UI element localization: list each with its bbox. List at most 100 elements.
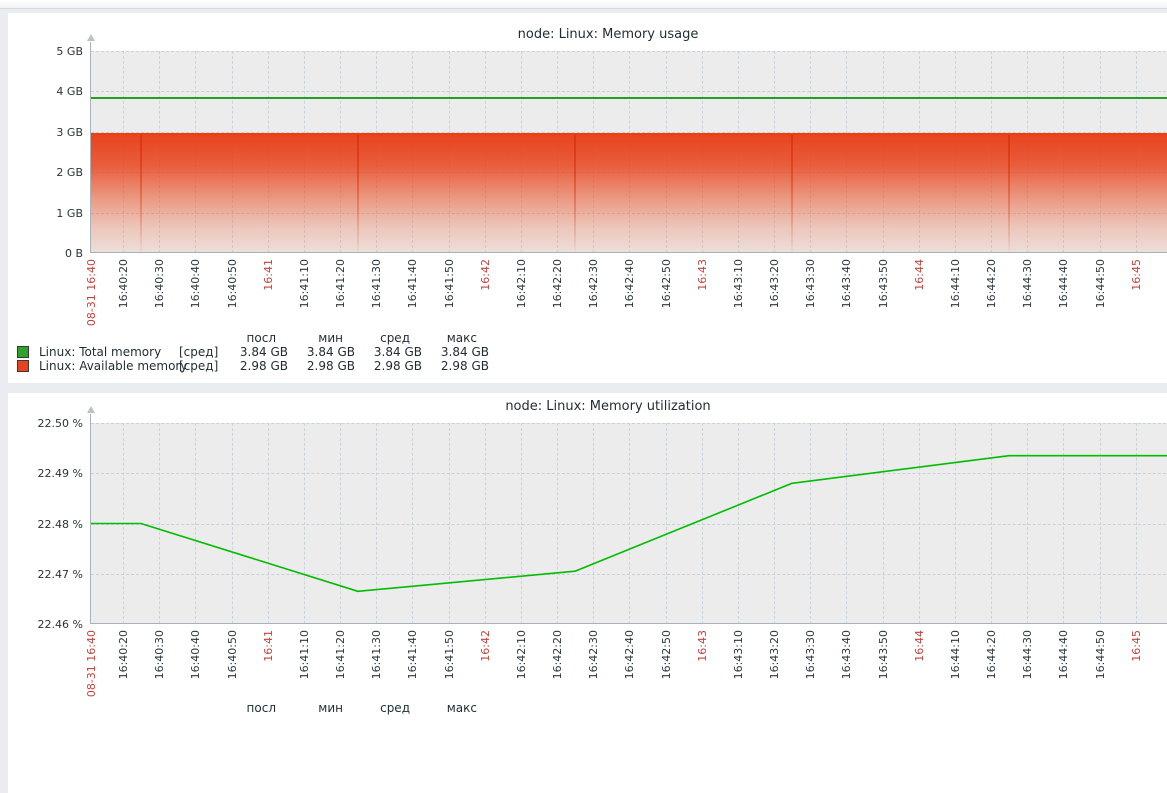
grid-line-vertical xyxy=(484,423,486,624)
legend-column-header: мин xyxy=(318,701,343,715)
grid-line-vertical xyxy=(701,423,703,624)
legend-column-header: сред xyxy=(380,701,410,715)
x-axis-tick-label: 16:44 xyxy=(912,630,926,662)
x-axis-tick-label: 16:44:50 xyxy=(1093,259,1107,309)
legend-series-value: 3.84 GB xyxy=(440,345,489,359)
legend-header-row: посл мин сред макс xyxy=(17,701,489,715)
grid-line-horizontal xyxy=(91,473,1167,475)
grid-line-vertical xyxy=(231,423,233,624)
grid-line-vertical xyxy=(1099,423,1101,624)
x-axis-tick-label: 16:44:40 xyxy=(1057,630,1071,680)
grid-line-vertical xyxy=(629,423,631,624)
graph-legend: посл мин сред макс Linux: Total memory [сред]… xyxy=(17,331,489,373)
graph-panel-memory-utilization: node: Linux: Memory utilization 22.50 % 2… xyxy=(8,393,1167,793)
legend-column-header: макс xyxy=(446,701,477,715)
x-axis-tick-label: 16:44:30 xyxy=(1021,630,1035,680)
graph-panel-memory-usage: node: Linux: Memory usage 5 GB 4 GB 3 GB 2 … xyxy=(8,13,1167,383)
x-axis-tick-label: 16:43:20 xyxy=(768,630,782,680)
grid-line-vertical xyxy=(340,423,342,624)
data-point-line xyxy=(356,134,359,253)
legend-series-row: Linux: Total memory [сред] 3.84 GB 3.84 GB 3… xyxy=(17,345,489,359)
grid-line-vertical xyxy=(846,423,848,624)
y-axis-tick-label: 0 B xyxy=(64,247,83,260)
legend-header-spacer xyxy=(39,701,179,715)
x-axis-tick-label: 16:41:20 xyxy=(334,630,348,680)
y-axis-tick-label: 4 GB xyxy=(56,85,83,99)
legend-series-function: [сред] xyxy=(179,345,219,359)
y-axis-tick-label: 22.46 % xyxy=(37,618,83,631)
x-axis-tick-label: 16:42:30 xyxy=(587,630,601,680)
legend-header-spacer xyxy=(179,331,229,345)
grid-line-vertical xyxy=(1027,423,1029,624)
grid-line-vertical xyxy=(159,423,161,624)
data-point-line xyxy=(790,134,793,253)
grid-line-vertical xyxy=(303,423,305,624)
grid-line-vertical xyxy=(412,423,414,624)
legend-header-spacer xyxy=(17,701,39,715)
x-axis-tick-label: 16:43:30 xyxy=(804,630,818,680)
data-point-line xyxy=(1007,134,1010,253)
y-axis-tick-label: 22.50 % xyxy=(37,417,83,430)
x-axis-tick-label: 16:40:50 xyxy=(225,259,239,309)
x-axis-tick-label: 16:44:10 xyxy=(948,259,962,309)
top-chrome-strip xyxy=(0,0,1167,9)
x-axis-tick-label: 16:43 xyxy=(695,630,709,662)
x-axis-tick-label: 16:43:10 xyxy=(731,259,745,309)
grid-line-horizontal xyxy=(91,51,1167,52)
data-point-line xyxy=(573,134,576,253)
x-axis-tick-label: 16:42:40 xyxy=(623,259,637,309)
x-axis-tick-label: 08-31 16:40 xyxy=(85,630,98,698)
series-color-swatch xyxy=(17,360,29,372)
grid-line-vertical xyxy=(1135,423,1137,624)
y-axis-tick-label: 22.49 % xyxy=(37,467,83,481)
y-axis-tick-label: 22.47 % xyxy=(37,567,83,581)
grid-line-horizontal xyxy=(91,131,1167,133)
grid-line-horizontal xyxy=(91,573,1167,575)
x-axis-tick-label: 16:40:30 xyxy=(153,259,167,309)
grid-line-vertical xyxy=(918,423,920,624)
y-axis-tick-label: 5 GB xyxy=(56,45,83,58)
legend-swatch-cell xyxy=(17,345,39,359)
graph-title: node: Linux: Memory usage xyxy=(517,27,699,42)
graph-plot-area[interactable]: 22.50 % 22.49 % 22.48 % 22.47 % 22.46 % 08-31… xyxy=(38,406,1167,697)
x-axis-tick-label: 16:43 xyxy=(695,259,709,291)
x-axis-tick-label: 16:42:20 xyxy=(551,259,565,309)
x-axis-tick-label: 16:42:30 xyxy=(587,259,601,309)
legend-series-value: 3.84 GB xyxy=(373,345,422,359)
x-axis-tick-label: 16:41:30 xyxy=(370,630,384,680)
y-axis-tick-label: 22.48 % xyxy=(37,517,83,531)
grid-line-vertical xyxy=(195,423,197,624)
grid-line-vertical xyxy=(593,423,595,624)
graph-plot-area[interactable]: 5 GB 4 GB 3 GB 2 GB 1 GB 0 B 08-31 16:40 16:40:… xyxy=(56,34,1167,326)
graph-title: node: Linux: Memory utilization xyxy=(505,399,711,414)
x-axis-tick-label: 16:41:20 xyxy=(334,259,348,309)
x-axis-line xyxy=(90,623,1167,624)
x-axis-tick-label: 16:41:50 xyxy=(442,259,456,309)
grid-line-vertical xyxy=(737,423,739,624)
x-axis-tick-label: 16:43:10 xyxy=(731,630,745,680)
series-line-linux-total-memory xyxy=(91,96,1167,99)
y-axis-line xyxy=(90,42,91,253)
x-axis-tick-label: 16:40:40 xyxy=(189,259,203,309)
x-axis-tick-label: 16:42:10 xyxy=(514,630,528,680)
x-axis-tick-label: 16:41:30 xyxy=(370,259,384,309)
legend-column-header: сред xyxy=(380,331,410,345)
legend-header-spacer xyxy=(39,331,179,345)
grid-line-vertical xyxy=(774,423,776,624)
legend-header-row: посл мин сред макс xyxy=(17,331,489,345)
x-axis-tick-label: 16:41:40 xyxy=(406,630,420,680)
x-axis-tick-label: 16:42:10 xyxy=(514,259,528,309)
grid-line-horizontal xyxy=(91,523,1167,525)
legend-series-name: Linux: Total memory xyxy=(39,345,162,359)
x-axis-tick-label: 16:43:20 xyxy=(768,259,782,309)
x-axis-tick-label: 16:42:20 xyxy=(551,630,565,680)
x-axis-tick-label: 16:41:10 xyxy=(297,259,311,309)
x-axis-tick-label: 16:44:20 xyxy=(985,630,999,680)
grid-line-vertical xyxy=(991,423,993,624)
x-axis-tick-label: 16:41:10 xyxy=(297,630,311,680)
y-axis-tick-label: 1 GB xyxy=(56,206,83,220)
grid-line-vertical xyxy=(1063,423,1065,624)
grid-line-vertical xyxy=(267,423,269,624)
x-axis-tick-label: 16:40:50 xyxy=(225,630,239,680)
x-axis-tick-label: 16:41:40 xyxy=(406,259,420,309)
